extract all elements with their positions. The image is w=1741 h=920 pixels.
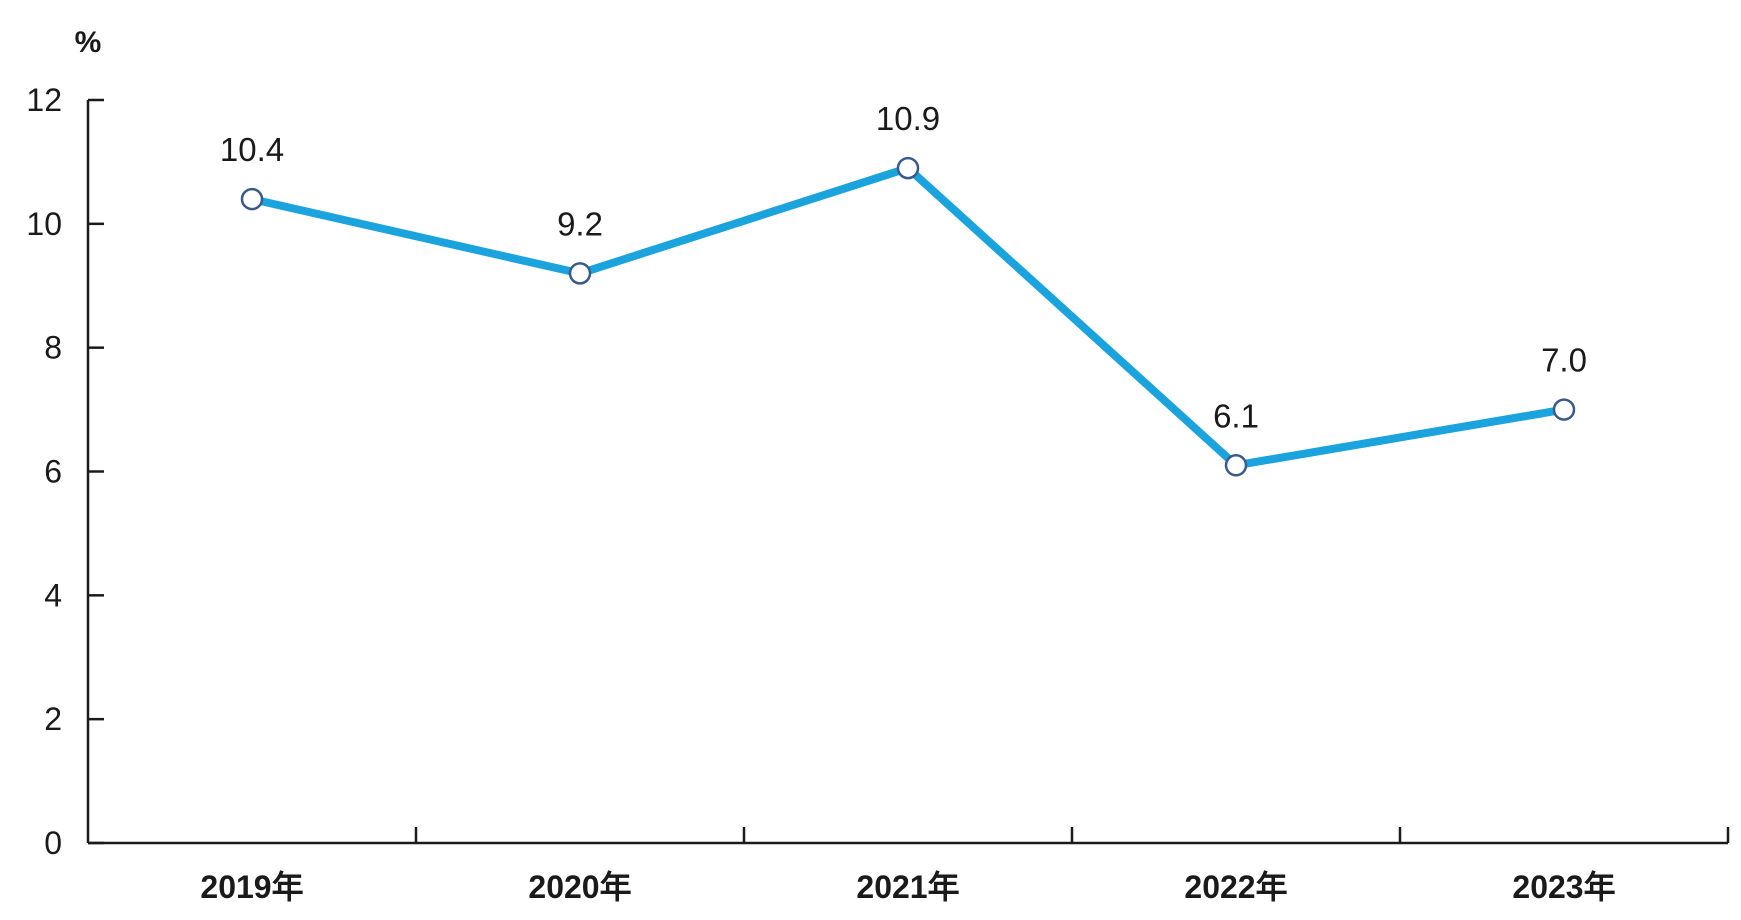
- x-category-label: 2019年: [200, 869, 303, 905]
- series-group: [240, 156, 1576, 477]
- x-category-label: 2023年: [1512, 869, 1615, 905]
- y-tick-label: 0: [44, 825, 62, 861]
- y-tick-label: 4: [44, 577, 62, 613]
- y-tick-label: 6: [44, 454, 62, 490]
- data-point: [896, 156, 920, 180]
- x-category-label: 2022年: [1184, 869, 1287, 905]
- data-label: 10.9: [876, 100, 940, 137]
- data-label: 6.1: [1213, 397, 1259, 434]
- data-point: [568, 262, 592, 285]
- y-tick-label: 10: [26, 206, 62, 242]
- y-unit-label: %: [75, 26, 102, 59]
- data-label: 10.4: [220, 131, 284, 168]
- x-category-label: 2021年: [856, 869, 959, 905]
- data-label: 9.2: [557, 205, 603, 242]
- data-point: [240, 187, 264, 211]
- x-category-label: 2020年: [528, 869, 631, 905]
- y-tick-label: 2: [44, 701, 62, 737]
- data-point: [1552, 398, 1576, 421]
- x-axis: 2019年 2020年 2021年 2022年 2023年: [88, 827, 1730, 905]
- series-line: [248, 164, 1568, 470]
- y-axis: 0 2 4 6 8 10 12: [26, 82, 104, 861]
- data-point: [1224, 454, 1248, 477]
- y-tick-label: 8: [44, 330, 62, 366]
- data-label: 7.0: [1541, 342, 1587, 379]
- y-tick-label: 12: [26, 82, 62, 118]
- data-labels-group: 10.4 9.2 10.9 6.1 7.0: [220, 100, 1587, 434]
